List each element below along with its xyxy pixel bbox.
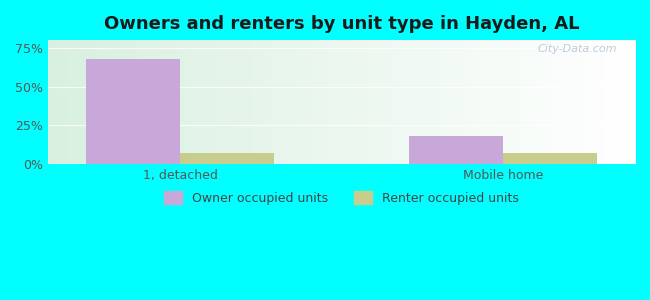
Title: Owners and renters by unit type in Hayden, AL: Owners and renters by unit type in Hayde… bbox=[104, 15, 579, 33]
Bar bbox=[180, 153, 274, 164]
Bar bbox=[86, 59, 180, 164]
Bar bbox=[409, 136, 503, 164]
Text: City-Data.com: City-Data.com bbox=[538, 44, 617, 54]
Legend: Owner occupied units, Renter occupied units: Owner occupied units, Renter occupied un… bbox=[159, 187, 524, 210]
Bar bbox=[503, 153, 597, 164]
